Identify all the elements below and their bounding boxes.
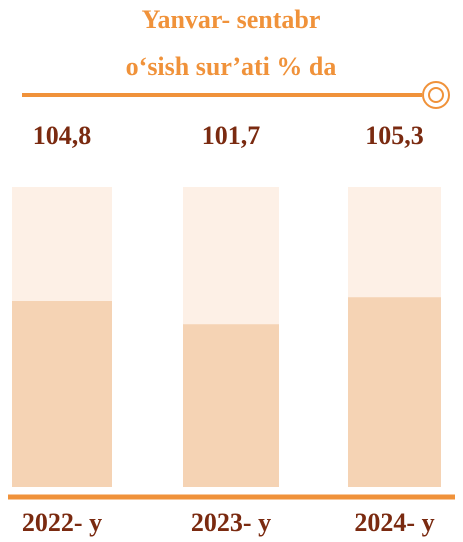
chart-subtitle: o‘sish sur’ati % da	[126, 52, 337, 81]
x-tick-label: 2022- y	[22, 508, 102, 537]
value-label: 105,3	[365, 121, 424, 150]
x-tick-label: 2023- y	[191, 508, 271, 537]
value-label: 101,7	[202, 121, 261, 150]
bar	[12, 301, 112, 487]
bar	[348, 297, 441, 487]
rule-end-dot	[428, 87, 444, 103]
chart-title: Yanvar- sentabr	[142, 5, 321, 34]
value-label: 104,8	[33, 121, 92, 150]
x-tick-label: 2024- y	[354, 508, 434, 537]
bar	[183, 324, 279, 487]
